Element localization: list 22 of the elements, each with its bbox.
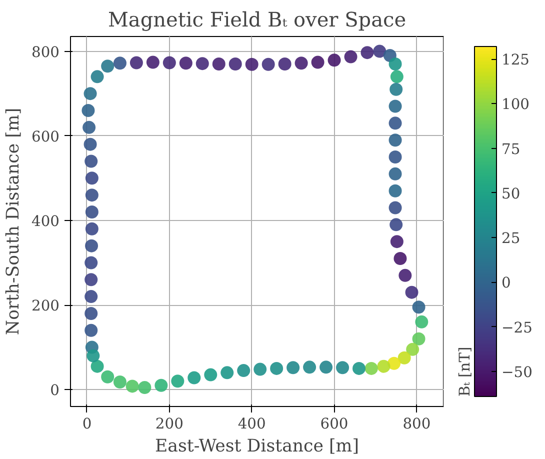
color-bar-title: Bₜ [nT] [456,346,474,396]
color-bar-label: −50 [502,364,532,381]
x-tick-label: 800 [402,416,431,432]
y-tick-label: 800 [32,44,60,61]
x-axis-title: East-West Distance [m] [155,436,359,456]
color-bar-label: 125 [502,52,530,68]
color-bar-label: 25 [502,230,520,248]
x-tick-label: 400 [238,416,266,432]
chart-title: Magnetic Field Bₜ over Space [108,8,406,32]
color-bar-label: 0 [502,274,511,292]
x-tick-label: 200 [155,416,184,432]
y-tick-label: 0 [50,382,60,400]
color-bar-label: 75 [502,140,520,158]
y-axis-title: North-South Distance [m] [4,108,24,336]
color-bar-label: 50 [502,185,520,202]
color-bar-label: 100 [502,96,530,114]
y-tick-label: 200 [32,298,60,315]
color-bar-label: −25 [502,319,532,336]
y-tick-label: 400 [32,212,60,230]
y-tick-label: 600 [32,128,60,146]
x-tick-label: 0 [82,416,92,432]
x-tick-label: 600 [320,416,348,432]
